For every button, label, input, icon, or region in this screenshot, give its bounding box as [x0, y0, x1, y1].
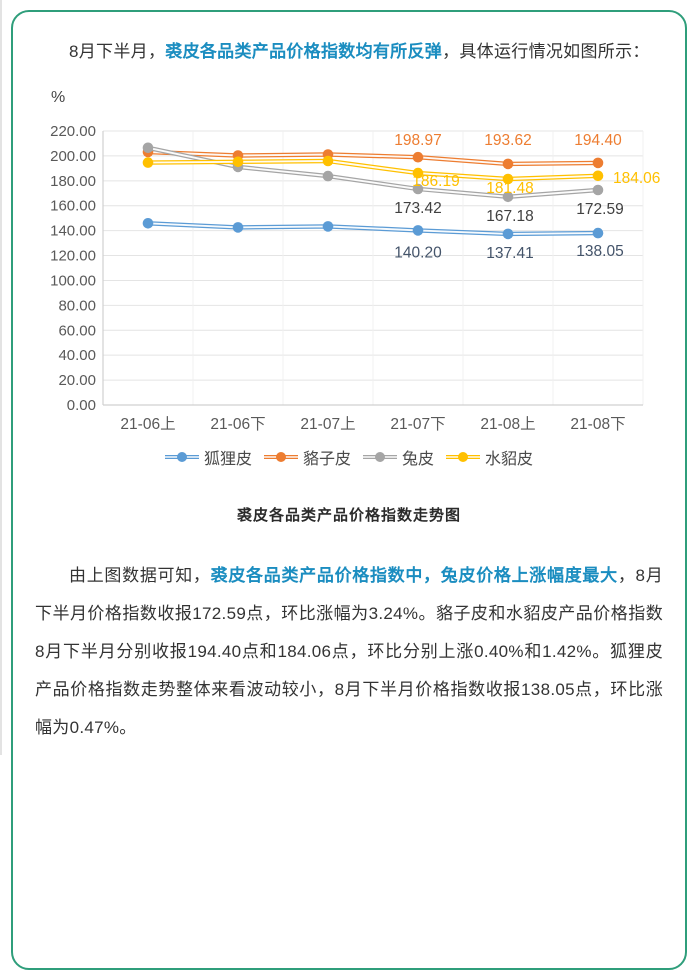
y-axis-tick-label: 0.00	[67, 397, 96, 414]
fox-fur-point-marker	[592, 227, 604, 239]
mink-fur-data-label: 186.19	[412, 173, 459, 190]
mink-fur-point-marker	[592, 170, 604, 182]
rabbit-fur-data-label: 167.18	[486, 208, 533, 225]
chart-canvas: % 220.00 200.00 180.00 160.00 140.00 120.00 100…	[50, 89, 660, 433]
y-axis-tick-label: 180.00	[50, 173, 96, 190]
fox-fur-point-marker	[232, 222, 244, 233]
y-axis-tick-label: 80.00	[58, 297, 96, 314]
raccoon-fur-point-marker	[412, 151, 424, 163]
page-left-edge	[0, 0, 2, 755]
x-axis-tick-label: 21-07上	[300, 415, 355, 433]
intro-paragraph: 8月下半月，裘皮各品类产品价格指数均有所反弹，具体运行情况如图所示：	[35, 38, 663, 66]
raccoon-fur-point-marker	[592, 157, 604, 169]
legend-marker-icon	[446, 452, 481, 462]
raccoon-fur-point-marker	[502, 158, 514, 170]
intro-text-highlight: 裘皮各品类产品价格指数均有所反弹	[165, 42, 443, 61]
fox-fur-point-marker	[412, 225, 424, 236]
mink-fur-point-marker	[142, 157, 154, 168]
rabbit-fur-point-marker	[502, 191, 514, 203]
rabbit-fur-data-label: 173.42	[394, 200, 441, 217]
raccoon-fur-line-inner	[147, 151, 599, 165]
legend-label: 貉子皮	[302, 451, 351, 468]
y-axis-tick-label: 100.00	[50, 272, 96, 289]
intro-text-before: 8月下半月，	[69, 42, 166, 61]
y-axis-tick-label: 200.00	[50, 148, 96, 165]
rabbit-fur-point-marker	[592, 184, 604, 196]
legend-label: 狐狸皮	[203, 451, 252, 468]
analysis-text-after: ，8月下半月价格指数收报172.59点，环比涨幅为3.24%。貉子皮和水貂皮产品…	[35, 566, 664, 737]
legend-item-raccoon-fur: 貉子皮	[263, 445, 351, 469]
x-axis-tick-label: 21-07下	[390, 416, 445, 433]
y-axis-tick-label: 40.00	[58, 347, 96, 364]
raccoon-fur-data-label: 194.40	[574, 132, 622, 149]
y-axis-tick-label: 60.00	[58, 322, 96, 339]
chart-caption: 裘皮各品类产品价格指数走势图	[236, 507, 461, 524]
legend-item-fox-fur: 狐狸皮	[164, 445, 252, 469]
x-axis-tick-label: 21-08上	[480, 415, 535, 433]
y-axis-tick-label: 20.00	[58, 372, 96, 389]
raccoon-fur-data-label: 193.62	[484, 132, 531, 149]
mink-fur-point-marker	[502, 173, 514, 185]
fox-fur-line-inner	[147, 222, 599, 235]
x-axis-tick-label: 21-06上	[120, 415, 175, 433]
legend-item-rabbit-fur: 兔皮	[363, 445, 434, 469]
mink-fur-point-marker	[322, 155, 334, 167]
mink-fur-line-inner	[147, 160, 599, 180]
analysis-text-before: 由上图数据可知，	[69, 566, 211, 585]
y-axis-tick-label: 160.00	[50, 198, 96, 215]
y-axis-unit-label: %	[51, 89, 65, 106]
mink-fur-point-marker	[232, 156, 244, 168]
fox-fur-point-marker	[322, 221, 334, 232]
chart-legend: 狐狸皮 貉子皮 兔皮 水貂皮	[13, 446, 685, 468]
mink-fur-data-label: 181.48	[486, 180, 533, 197]
price-index-chart: % 220.00 200.00 180.00 160.00 140.00 120.00 100…	[13, 86, 685, 438]
fox-fur-data-label: 137.41	[486, 245, 533, 262]
rabbit-fur-data-label: 172.59	[576, 201, 623, 218]
raccoon-fur-data-label: 198.97	[394, 132, 441, 149]
rabbit-fur-point-marker	[142, 142, 154, 154]
legend-item-mink-fur: 水貂皮	[446, 445, 533, 469]
mink-fur-point-marker	[412, 167, 424, 179]
x-axis-tick-label: 21-06下	[210, 416, 265, 433]
fox-fur-point-marker	[502, 228, 514, 240]
fox-fur-data-label: 140.20	[394, 244, 442, 261]
y-axis-tick-label: 220.00	[50, 123, 96, 140]
analysis-text-highlight: 裘皮各品类产品价格指数中，兔皮价格上涨幅度最大	[210, 566, 618, 585]
x-axis-tick-label: 21-08下	[570, 416, 625, 433]
intro-text-after: ，具体运行情况如图所示：	[442, 42, 650, 61]
rabbit-fur-point-marker	[322, 170, 334, 182]
article-card: 8月下半月，裘皮各品类产品价格指数均有所反弹，具体运行情况如图所示： % 220.…	[11, 10, 687, 970]
mink-fur-data-label: 184.06	[613, 170, 660, 187]
legend-label: 兔皮	[402, 451, 435, 468]
rabbit-fur-point-marker	[412, 183, 424, 195]
y-axis-tick-label: 140.00	[50, 223, 96, 240]
legend-marker-icon	[363, 452, 397, 462]
fox-fur-point-marker	[142, 218, 154, 229]
legend-marker-icon	[164, 452, 199, 462]
legend-label: 水貂皮	[485, 451, 534, 468]
legend-marker-icon	[263, 452, 298, 462]
y-axis-tick-label: 120.00	[50, 248, 96, 265]
analysis-paragraph: 由上图数据可知，裘皮各品类产品价格指数中，兔皮价格上涨幅度最大，8月下半月价格指…	[35, 557, 663, 747]
fox-fur-data-label: 138.05	[576, 243, 623, 260]
